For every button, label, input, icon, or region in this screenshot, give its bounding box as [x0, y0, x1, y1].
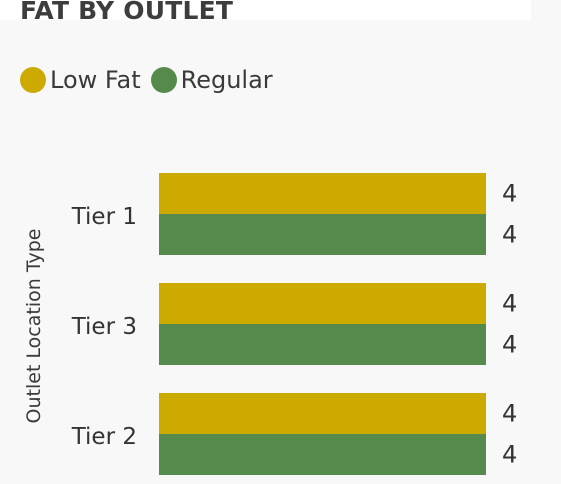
legend-label-regular: Regular — [180, 66, 273, 94]
legend-marker-regular — [150, 67, 177, 93]
data-label-tier-2-low-fat: 4 — [502, 400, 517, 428]
bar-tier-2-low-fat[interactable] — [159, 393, 486, 434]
bar-tier-1-regular[interactable] — [159, 214, 486, 255]
chart-title: FAT BY OUTLET — [20, 0, 234, 25]
legend: Low Fat Regular — [20, 64, 283, 96]
legend-item-low-fat[interactable]: Low Fat — [20, 65, 141, 95]
y-axis-title: Outlet Location Type — [23, 229, 45, 424]
bar-tier-3-low-fat[interactable] — [159, 283, 486, 324]
data-label-tier-3-low-fat: 4 — [502, 290, 517, 318]
legend-marker-low-fat — [20, 67, 46, 93]
bar-tier-1-low-fat[interactable] — [159, 173, 486, 214]
legend-item-regular[interactable]: Regular — [150, 65, 273, 95]
data-label-tier-3-regular: 4 — [502, 331, 517, 359]
bar-tier-3-regular[interactable] — [159, 324, 486, 365]
bar-tier-2-regular[interactable] — [159, 434, 486, 475]
data-label-tier-1-low-fat: 4 — [502, 180, 517, 208]
category-label-tier-1: Tier 1 — [71, 204, 137, 230]
data-label-tier-2-regular: 4 — [502, 441, 517, 469]
data-label-tier-1-regular: 4 — [502, 221, 517, 249]
category-label-tier-3: Tier 3 — [71, 314, 137, 340]
title-band — [0, 0, 531, 20]
legend-label-low-fat: Low Fat — [50, 66, 141, 94]
category-label-tier-2: Tier 2 — [71, 424, 137, 450]
